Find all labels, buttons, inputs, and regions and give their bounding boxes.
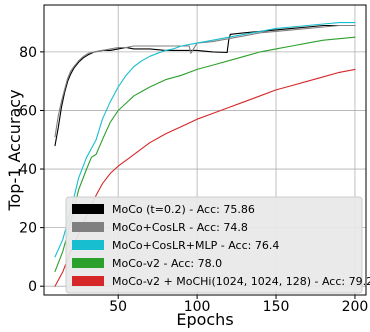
legend-swatch-5 [72,276,104,286]
plot-frame [43,4,367,296]
series-line-3 [54,22,356,258]
series-line-4 [54,36,356,273]
x-axis-title: Epochs [176,310,233,328]
legend-label-3: MoCo+CosLR+MLP - Acc: 76.4 [112,239,279,252]
series-line-2 [54,24,356,138]
y-tick-label: 40 [19,162,37,178]
legend-background [65,196,363,294]
legend-label-5: MoCo-v2 + MoCHi(1024, 1024, 128) - Acc: … [112,275,370,288]
x-tick-label: 50 [109,299,127,315]
legend-swatch-1 [72,204,104,214]
legend-swatch-4 [72,258,104,268]
x-tick-label: 100 [184,299,211,315]
y-tick-label: 60 [19,103,37,119]
legend-label-2: MoCo+CosLR - Acc: 74.8 [112,221,248,234]
ticks: 50 100 150 200 0 20 40 60 80 [19,45,368,315]
legend-label-1: MoCo (t=0.2) - Acc: 75.86 [112,203,255,216]
legend-label-4: MoCo-v2 - Acc: 78.0 [112,257,222,270]
y-tick-label: 0 [28,279,37,295]
y-tick-label: 20 [19,221,37,237]
legend: MoCo (t=0.2) - Acc: 75.86 MoCo+CosLR - Ac… [65,196,370,294]
series-line-1 [54,24,356,147]
legend-swatch-3 [72,240,104,250]
x-tick-label: 200 [342,299,369,315]
x-tick-label: 150 [263,299,290,315]
y-tick-label: 80 [19,45,37,61]
y-axis-title: Top-1 Accuracy [5,89,24,211]
legend-swatch-2 [72,222,104,232]
